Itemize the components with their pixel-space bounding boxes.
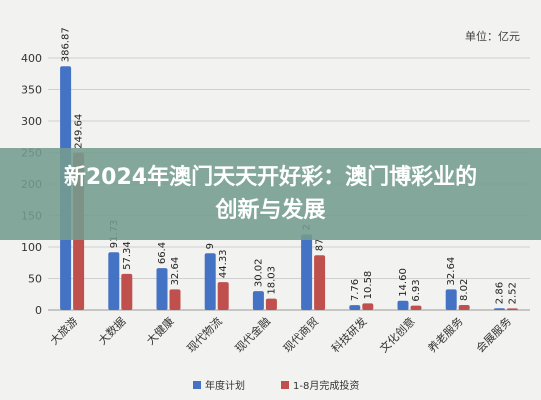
y-tick-label: 400 bbox=[21, 52, 42, 65]
x-axis-ticks: 大旅游 大数据 大健康 现代物流 现代金融 现代商贸 科技研发 文化创意 养老服务 会展服务 bbox=[47, 314, 514, 355]
data-label: 32.64 bbox=[446, 257, 457, 286]
bar-plan bbox=[397, 300, 409, 310]
data-label: 57.34 bbox=[122, 241, 133, 270]
legend-label-plan: 年度计划 bbox=[205, 379, 245, 392]
bar-plan bbox=[445, 289, 457, 310]
bar-actual bbox=[265, 298, 277, 310]
x-tick-label: 现代金融 bbox=[232, 314, 273, 355]
bar-actual bbox=[362, 303, 374, 310]
bar-plan bbox=[252, 291, 264, 310]
x-tick-label: 文化创意 bbox=[377, 314, 418, 355]
data-label: 30.02 bbox=[253, 258, 264, 287]
bar-plan bbox=[493, 308, 505, 310]
y-tick-label: 100 bbox=[21, 241, 42, 254]
legend-swatch-plan bbox=[193, 381, 201, 389]
bar-plan bbox=[108, 252, 120, 310]
legend-label-actual: 1-8月完成投资 bbox=[293, 379, 359, 392]
bar-actual bbox=[410, 305, 422, 310]
legend-swatch-actual bbox=[281, 381, 289, 389]
bar-plan bbox=[301, 234, 313, 310]
data-label: 249.64 bbox=[74, 114, 85, 149]
data-label: 10.58 bbox=[363, 271, 374, 300]
x-tick-label: 大健康 bbox=[143, 314, 176, 347]
data-label: 7.76 bbox=[350, 279, 361, 301]
data-label: 32.64 bbox=[170, 257, 181, 286]
bar-plan bbox=[156, 268, 168, 310]
y-tick-label: 0 bbox=[35, 304, 42, 317]
data-label: 87 bbox=[315, 238, 326, 251]
data-label: 2.52 bbox=[507, 282, 518, 304]
x-tick-label: 大数据 bbox=[95, 314, 128, 347]
x-tick-label: 现代物流 bbox=[184, 314, 225, 355]
data-label: 6.93 bbox=[411, 279, 422, 301]
data-label: 14.60 bbox=[398, 268, 409, 297]
banner-title: 新2024年澳门天天开好彩：澳门博彩业的创新与发展 bbox=[63, 165, 478, 223]
data-label: 18.03 bbox=[266, 266, 277, 295]
y-tick-label: 50 bbox=[28, 273, 42, 286]
bar-actual bbox=[506, 308, 518, 310]
data-label: 8.02 bbox=[459, 279, 470, 301]
bar-actual bbox=[314, 255, 326, 310]
data-label: 2.86 bbox=[494, 282, 505, 304]
data-label: 44.33 bbox=[218, 249, 229, 278]
y-tick-label: 300 bbox=[21, 115, 42, 128]
data-label: 9 bbox=[205, 243, 216, 249]
unit-label: 单位：亿元 bbox=[465, 29, 520, 43]
data-label: 66.4 bbox=[157, 242, 168, 264]
x-tick-label: 现代商贸 bbox=[280, 314, 321, 355]
bar-actual bbox=[121, 273, 133, 310]
legend: 年度计划 1-8月完成投资 bbox=[193, 379, 359, 392]
bar-actual bbox=[169, 289, 181, 310]
x-tick-label: 科技研发 bbox=[328, 314, 369, 355]
x-tick-label: 养老服务 bbox=[425, 314, 466, 355]
bar-plan bbox=[349, 305, 361, 310]
bar-actual bbox=[217, 282, 229, 310]
bar-actual bbox=[458, 304, 470, 310]
y-tick-label: 350 bbox=[21, 84, 42, 97]
bar-plan bbox=[204, 253, 216, 310]
x-tick-label: 会展服务 bbox=[474, 315, 514, 355]
x-tick-label: 大旅游 bbox=[47, 314, 80, 347]
title-banner: 新2024年澳门天天开好彩：澳门博彩业的创新与发展 bbox=[0, 148, 541, 240]
data-label: 386.87 bbox=[61, 27, 72, 62]
